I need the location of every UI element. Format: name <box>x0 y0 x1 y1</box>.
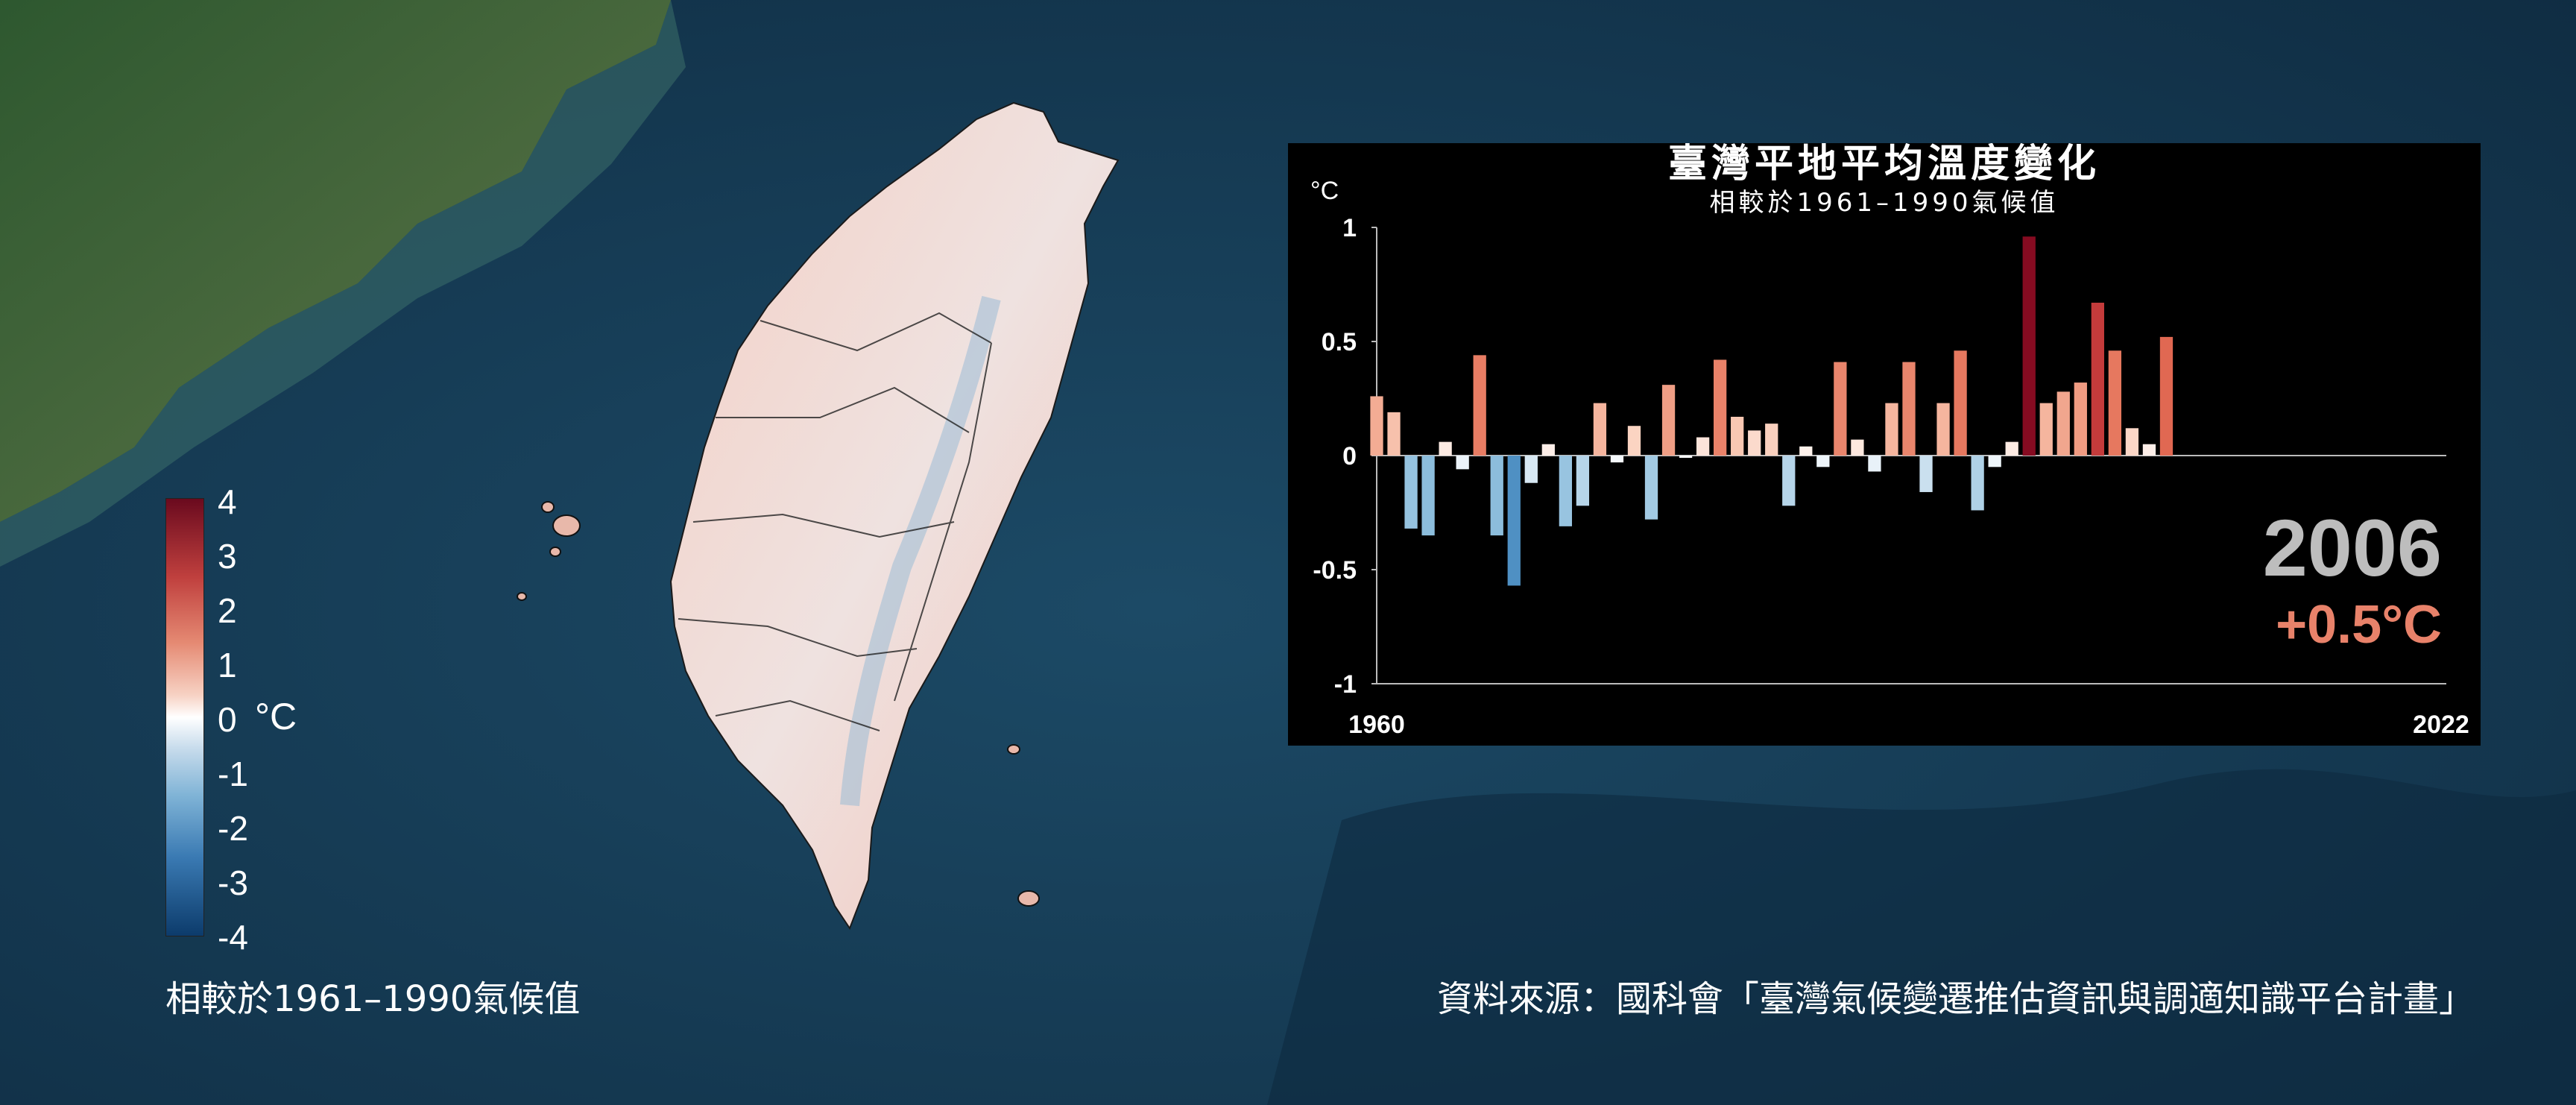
y-tick-label: 0.5 <box>1322 328 1357 356</box>
legend-tick-4: 4 <box>218 482 237 521</box>
bar-1966 <box>1473 355 1486 456</box>
current-year-readout: 2006 <box>2263 503 2442 593</box>
bar-1990 <box>1885 403 1898 456</box>
bar-1978 <box>1679 456 1693 459</box>
bar-1960 <box>1370 396 1383 456</box>
bar-2000 <box>2056 391 2070 456</box>
bar-1987 <box>1834 362 1847 456</box>
green-island <box>1007 744 1020 755</box>
legend-tick-neg4: -4 <box>218 918 248 957</box>
bar-2001 <box>2074 382 2087 456</box>
x-end-label: 2022 <box>2413 711 2469 739</box>
china-coast-shallows <box>0 0 686 567</box>
orchid-island <box>1017 890 1040 907</box>
bar-1976 <box>1644 456 1658 520</box>
taiwan-mountain-spine <box>840 295 1001 807</box>
legend-tick-1: 1 <box>218 646 237 684</box>
bar-1991 <box>1902 362 1916 456</box>
color-scale-legend: 4 3 2 1 0 -1 -2 -3 -4 °C <box>149 477 373 954</box>
bar-1963 <box>1421 456 1435 536</box>
bar-1994 <box>1954 350 1967 456</box>
temperature-anomaly-chart: 臺灣平地平均溫度變化 相較於1961–1990氣候值 °C 1 0.5 0 -0.5 -1 19… <box>1288 143 2481 746</box>
bar-1967 <box>1490 456 1503 536</box>
legend-tick-neg3: -3 <box>218 863 248 902</box>
bar-1962 <box>1404 456 1418 529</box>
chart-title: 臺灣平地平均溫度變化 <box>1668 143 2100 186</box>
legend-caption: 相較於1961–1990氣候值 <box>165 978 581 1020</box>
legend-tick-neg1: -1 <box>218 755 248 793</box>
bar-1972 <box>1576 456 1590 506</box>
bar-1992 <box>1919 456 1933 492</box>
chart-subtitle: 相較於1961–1990氣候值 <box>1709 188 2059 218</box>
bar-1998 <box>2022 236 2036 456</box>
bar-1988 <box>1851 439 1864 456</box>
source-caption: 資料來源：國科會「臺灣氣候變遷推估資訊與調適知識平台計畫」 <box>1436 978 2475 1020</box>
taiwan-island <box>669 101 1120 931</box>
bar-1984 <box>1782 456 1796 506</box>
y-tick-label: -0.5 <box>1313 556 1357 585</box>
bar-1974 <box>1610 456 1624 463</box>
penghu-islands <box>517 501 581 601</box>
bar-1997 <box>2005 441 2018 456</box>
bar-2005 <box>2142 444 2156 456</box>
bar-2006 <box>2159 336 2174 456</box>
bar-1961 <box>1387 412 1401 456</box>
bar-1971 <box>1559 456 1572 526</box>
bar-1996 <box>1988 456 2001 468</box>
bar-1969 <box>1524 456 1538 483</box>
legend-tick-3: 3 <box>218 537 237 576</box>
bar-2003 <box>2108 350 2122 456</box>
bar-1973 <box>1593 403 1607 456</box>
county-borders <box>678 312 992 731</box>
bar-1995 <box>1971 456 1984 511</box>
y-tick-label: 0 <box>1342 442 1357 470</box>
bar-1965 <box>1456 456 1469 470</box>
bar-1986 <box>1816 456 1830 468</box>
legend-tick-neg2: -2 <box>218 809 248 848</box>
bar-1982 <box>1748 430 1761 456</box>
bar-1979 <box>1696 437 1710 456</box>
y-axis-unit: °C <box>1310 177 1339 205</box>
bar-1968 <box>1507 456 1521 586</box>
seafloor-ridge <box>1267 769 2576 1105</box>
bar-2004 <box>2125 428 2139 456</box>
current-anomaly-readout: +0.5°C <box>2276 595 2442 655</box>
bar-1980 <box>1714 359 1727 456</box>
legend-tick-0: 0 <box>218 700 237 739</box>
bar-1983 <box>1765 424 1778 456</box>
y-tick-label: -1 <box>1334 670 1357 699</box>
bar-1970 <box>1541 444 1555 456</box>
color-scale-bar <box>165 498 204 936</box>
bar-1977 <box>1661 385 1676 456</box>
legend-tick-2: 2 <box>218 591 237 630</box>
bar-1989 <box>1868 456 1881 472</box>
bar-1981 <box>1731 416 1744 456</box>
x-start-label: 1960 <box>1348 711 1405 739</box>
bar-1985 <box>1799 446 1813 456</box>
bar-1993 <box>1936 403 1950 456</box>
bar-1964 <box>1439 441 1452 456</box>
bar-2002 <box>2091 302 2104 456</box>
y-tick-label: 1 <box>1342 214 1357 242</box>
china-coast-land <box>0 0 671 522</box>
bar-1999 <box>2039 403 2053 456</box>
legend-unit: °C <box>255 696 297 737</box>
bar-1975 <box>1627 426 1641 456</box>
